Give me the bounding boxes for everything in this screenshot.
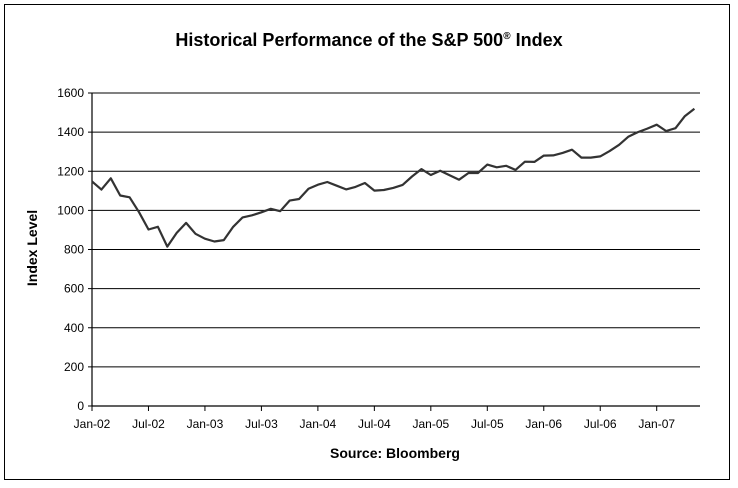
axes [91,93,700,407]
x-tick-label: Jan-06 [525,417,562,431]
chart-frame [4,4,730,480]
series-line-sp500 [91,107,696,248]
y-tick-labels: 0 200 400 600 800 1000 1200 1400 1600 [57,86,84,413]
x-tick-label: Jan-04 [300,417,337,431]
y-tick-label: 1000 [57,203,84,217]
x-tick-label: Jul-04 [358,417,391,431]
chart-title-suffix: Index [511,30,563,50]
y-tick-label: 1600 [57,86,84,100]
chart-title-main: Historical Performance of the S&P 500 [175,30,503,50]
x-tick-label: Jul-02 [132,417,165,431]
y-tick-label: 200 [64,360,84,374]
x-tick-label: Jan-03 [187,417,224,431]
chart-title: Historical Performance of the S&P 500® I… [175,30,562,50]
x-tick-label: Jan-02 [74,417,111,431]
y-tick-label: 1400 [57,125,84,139]
y-tick-label: 800 [64,243,84,257]
x-tick-label: Jan-05 [412,417,449,431]
y-tick-label: 1200 [57,164,84,178]
y-tick-label: 600 [64,282,84,296]
y-tick-label: 400 [64,321,84,335]
x-tick-label: Jul-05 [471,417,504,431]
gridlines [88,92,700,407]
chart-title-superscript: ® [503,31,511,42]
x-tick-label: Jul-03 [245,417,278,431]
x-tick-label: Jan-07 [638,417,675,431]
y-axis-title: Index Level [24,210,40,286]
x-tick-label: Jul-06 [584,417,617,431]
x-tick-labels: Jan-02 Jul-02 Jan-03 Jul-03 Jan-04 Jul-04 Jan-… [74,406,675,431]
x-axis-title: Source: Bloomberg [330,445,460,461]
y-tick-label: 0 [77,399,84,413]
